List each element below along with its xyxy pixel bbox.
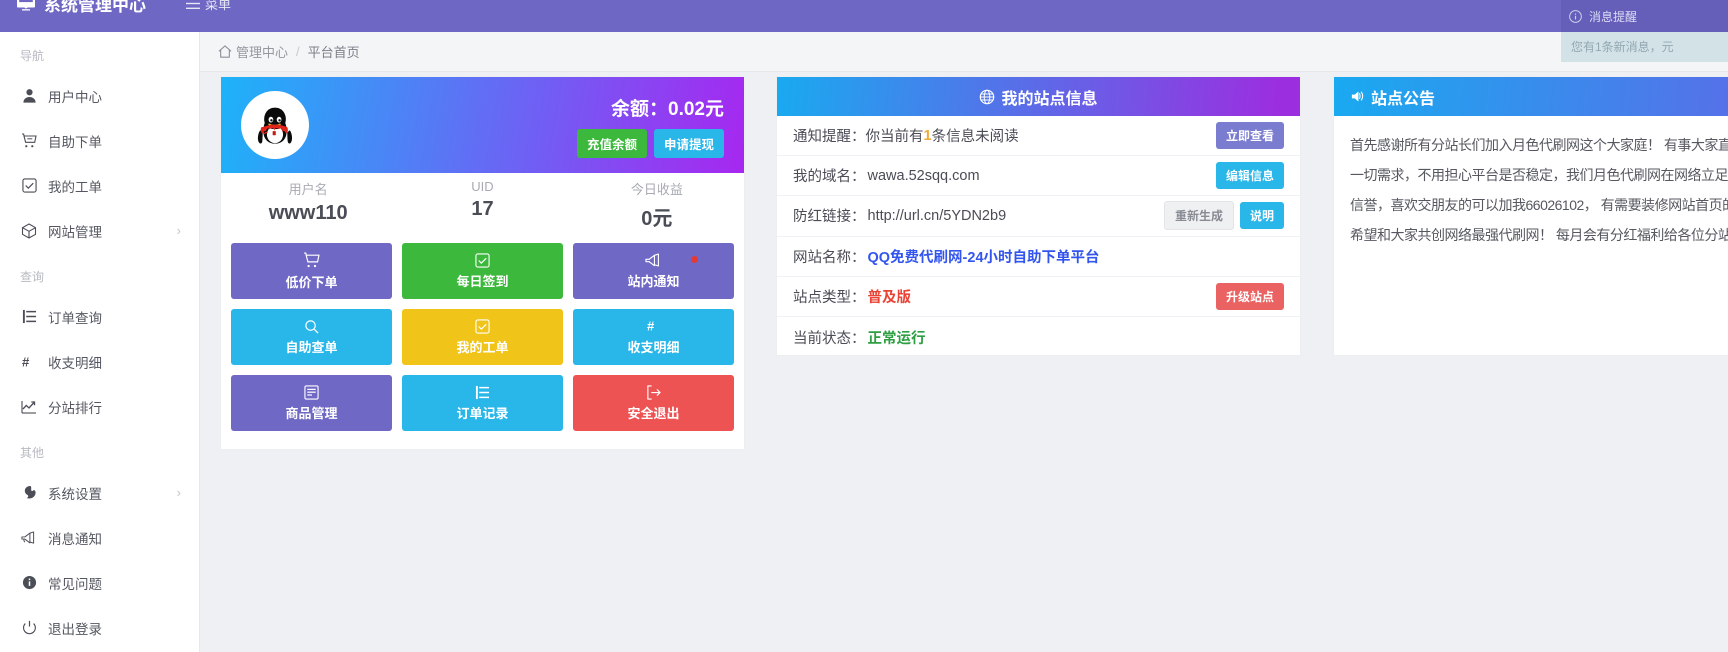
svg-text:#: # <box>22 354 30 369</box>
svg-text:#: # <box>647 318 655 333</box>
